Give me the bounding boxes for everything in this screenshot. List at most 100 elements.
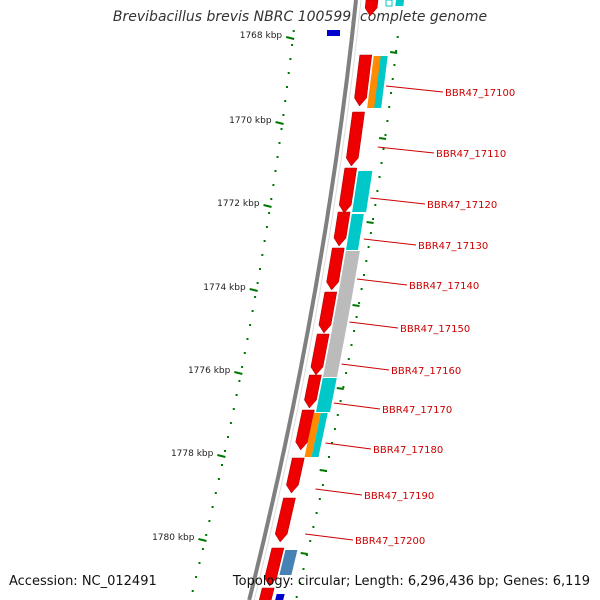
tick-dot (382, 148, 385, 150)
genome-title: Brevibacillus brevis NBRC 100599, comple… (112, 9, 488, 25)
topology-text: Topology: circular; Length: 6,296,436 bp… (232, 574, 590, 589)
tick-dot (251, 310, 254, 312)
gene-label: BBR47_17170 (382, 405, 452, 416)
feature-steel (279, 550, 298, 575)
tick-dot (268, 212, 271, 214)
kbp-tick-mark (378, 137, 387, 140)
kbp-tick-mark (249, 288, 258, 292)
gene-arrow (346, 111, 365, 167)
backbone-line (247, 0, 358, 600)
tick-dot (211, 506, 214, 508)
tick-dot (302, 568, 305, 570)
tick-dot (289, 58, 292, 60)
tick-dot (227, 436, 229, 438)
gene-label-leader (377, 146, 435, 154)
gene-arrow (338, 167, 358, 214)
kbp-tick-label: 1772 kbp (217, 199, 260, 209)
tick-dot (243, 352, 246, 354)
kbp-tick-mark (336, 387, 344, 390)
tick-dot (229, 422, 232, 424)
kbp-tick-mark (263, 204, 272, 208)
tick-dot (339, 400, 342, 402)
tick-dot (238, 380, 241, 382)
gene-label-leader (305, 533, 354, 541)
feature-cyan (374, 56, 388, 108)
tick-dot (295, 596, 298, 598)
tick-dot (363, 274, 365, 276)
tick-dot (372, 218, 375, 220)
tick-dot (331, 442, 333, 444)
tick-dot (321, 484, 324, 486)
feature-cyan (352, 171, 373, 212)
kbp-tick-mark (217, 454, 226, 458)
gene-arrow (326, 247, 345, 291)
feature-blue (327, 30, 340, 36)
tick-dot (299, 582, 302, 584)
gene-label: BBR47_17100 (445, 88, 515, 99)
tick-dot (369, 232, 372, 234)
kbp-tick-label: 1770 kbp (229, 116, 272, 126)
tick-dot (205, 534, 208, 536)
backbone-edge (253, 0, 362, 600)
feature-orange (304, 413, 321, 457)
tick-dot (367, 246, 370, 248)
gene-label-leader (349, 321, 399, 329)
tick-dot (360, 288, 363, 290)
gene-arrow (264, 547, 285, 587)
tick-dot (208, 520, 211, 522)
tick-dot (292, 30, 295, 32)
tick-dot (374, 204, 377, 206)
tick-dot (291, 44, 294, 46)
gene-track (258, 0, 404, 600)
tick-dot (270, 198, 273, 200)
tick-dot (336, 414, 339, 416)
feature-cyan (385, 0, 393, 7)
kbp-tick-mark (234, 371, 243, 375)
tick-dot (345, 372, 348, 374)
tick-dot (396, 36, 399, 38)
tick-dot (395, 50, 398, 52)
feature-cyan (346, 214, 364, 250)
tick-dot (282, 114, 285, 116)
tick-dot (246, 338, 249, 340)
tick-dot (384, 134, 387, 136)
gene-label-leader (370, 197, 426, 205)
gene-arrow (304, 374, 322, 409)
kbp-tick-mark (275, 121, 284, 125)
minor-tick-dots (191, 30, 399, 598)
tick-dot (393, 64, 396, 66)
tick-dot (378, 176, 381, 178)
kbp-tick-mark (300, 552, 308, 555)
accession-text: Accession: NC_012491 (9, 574, 157, 589)
kbp-tick-mark (390, 51, 398, 54)
kbp-tick-label: 1774 kbp (203, 283, 246, 293)
tick-dot (249, 324, 252, 326)
tick-dot (309, 540, 312, 542)
feature-gray (322, 336, 345, 377)
tick-dot (191, 590, 194, 592)
tick-dot (315, 512, 318, 514)
gene-label: BBR47_17140 (409, 281, 479, 292)
gene-label-leader (341, 363, 390, 371)
feature-cyan (315, 378, 337, 412)
kbp-tick-label: 1780 kbp (152, 533, 195, 543)
gene-label: BBR47_17150 (400, 324, 470, 335)
gene-arrow (364, 0, 379, 17)
tick-dot (274, 170, 277, 172)
tick-dot (278, 142, 281, 144)
tick-dot (388, 106, 391, 108)
kbp-tick-label: 1776 kbp (188, 366, 231, 376)
gene-labels: BBR47_17100 BBR47_17110 BBR47_17120 BBR47_1… (305, 85, 515, 547)
gene-arrow (274, 497, 296, 543)
kbp-tick-label: 1768 kbp (240, 31, 283, 41)
kbp-tick-mark (352, 304, 360, 307)
tick-dot (328, 456, 330, 458)
tick-dot (353, 330, 356, 332)
tick-dot (284, 100, 287, 102)
tick-dot (287, 72, 290, 74)
tick-dot (241, 366, 244, 368)
gene-arrow (310, 333, 330, 376)
gene-label-leader (315, 488, 363, 496)
tick-dot (390, 92, 392, 94)
